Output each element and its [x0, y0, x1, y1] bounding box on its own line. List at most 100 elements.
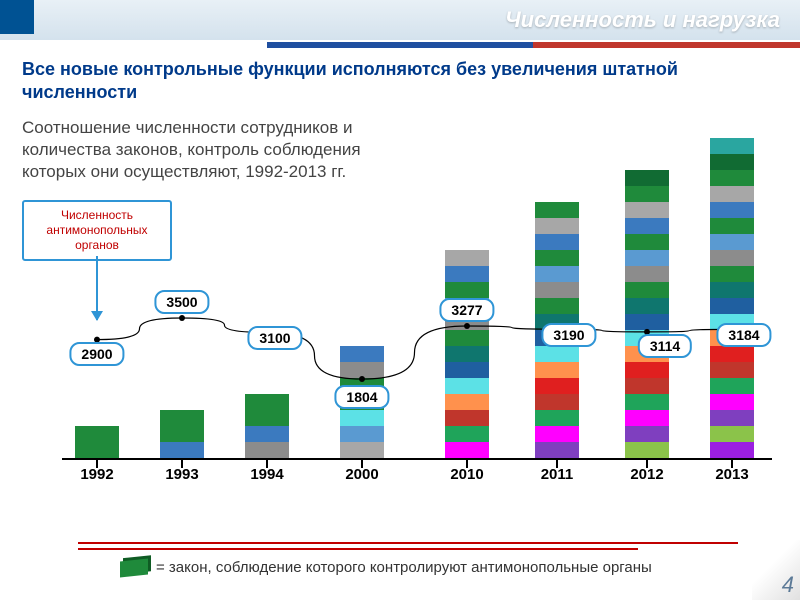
value-bubble-1993: 3500 — [154, 290, 209, 314]
bar-slab — [625, 426, 669, 442]
bar-slab — [445, 426, 489, 442]
bar-slab — [160, 410, 204, 426]
bar-slab — [535, 234, 579, 250]
x-label-2010: 2010 — [435, 466, 499, 483]
value-bubble-2010: 3277 — [439, 298, 494, 322]
bar-slab — [245, 410, 289, 426]
bar-1993 — [160, 410, 204, 458]
bar-slab — [535, 362, 579, 378]
x-label-2011: 2011 — [525, 466, 589, 483]
bar-slab — [625, 282, 669, 298]
bar-slab — [445, 442, 489, 458]
bar-slab — [245, 442, 289, 458]
bar-slab — [625, 234, 669, 250]
bar-slab — [710, 346, 754, 362]
value-bubble-1994: 3100 — [247, 326, 302, 350]
bar-slab — [445, 282, 489, 298]
bar-slab — [535, 282, 579, 298]
plot-area — [62, 80, 772, 460]
bar-slab — [710, 138, 754, 154]
bar-slab — [75, 442, 119, 458]
bar-slab — [710, 218, 754, 234]
bar-slab — [340, 426, 384, 442]
value-bubble-2011: 3190 — [541, 323, 596, 347]
chart: 1992199319942000201020112012201329003500… — [62, 80, 772, 500]
bar-slab — [535, 410, 579, 426]
bar-slab — [535, 202, 579, 218]
bar-slab — [625, 378, 669, 394]
bar-slab — [710, 298, 754, 314]
bar-slab — [445, 266, 489, 282]
bar-slab — [710, 250, 754, 266]
bar-slab — [710, 362, 754, 378]
bar-slab — [160, 442, 204, 458]
legend-footer: = закон, соблюдение которого контролирую… — [120, 559, 652, 576]
bar-slab — [75, 426, 119, 442]
page-title: Численность и нагрузка — [505, 7, 780, 33]
bar-slab — [625, 266, 669, 282]
bar-slab — [710, 378, 754, 394]
bar-slab — [625, 410, 669, 426]
bar-slab — [535, 394, 579, 410]
bar-slab — [245, 426, 289, 442]
value-bubble-2013: 3184 — [716, 323, 771, 347]
bar-slab — [445, 330, 489, 346]
bar-slab — [625, 202, 669, 218]
bar-slab — [625, 394, 669, 410]
bar-1992 — [75, 426, 119, 458]
bar-slab — [625, 442, 669, 458]
bar-slab — [535, 266, 579, 282]
bar-slab — [340, 346, 384, 362]
bar-2013 — [710, 138, 754, 458]
bar-1994 — [245, 394, 289, 458]
bar-slab — [160, 426, 204, 442]
x-label-2013: 2013 — [700, 466, 764, 483]
bar-slab — [710, 442, 754, 458]
x-label-1992: 1992 — [65, 466, 129, 483]
bar-slab — [710, 394, 754, 410]
bar-slab — [625, 218, 669, 234]
bar-slab — [625, 250, 669, 266]
bar-slab — [445, 362, 489, 378]
bar-slab — [535, 378, 579, 394]
bar-slab — [625, 186, 669, 202]
x-label-1993: 1993 — [150, 466, 214, 483]
value-bubble-2012: 3114 — [638, 334, 692, 358]
law-cube-icon — [120, 558, 148, 577]
bar-slab — [340, 410, 384, 426]
bar-slab — [710, 426, 754, 442]
bar-slab — [625, 298, 669, 314]
value-bubble-2000: 1804 — [334, 385, 389, 409]
bar-slab — [625, 314, 669, 330]
bar-slab — [710, 202, 754, 218]
bar-slab — [710, 282, 754, 298]
value-bubble-1992: 2900 — [69, 342, 124, 366]
bar-slab — [340, 442, 384, 458]
x-label-2012: 2012 — [615, 466, 679, 483]
bar-slab — [625, 362, 669, 378]
bar-slab — [535, 426, 579, 442]
bar-slab — [535, 346, 579, 362]
footer-rule — [78, 542, 738, 544]
bar-slab — [535, 250, 579, 266]
bar-2012 — [625, 170, 669, 458]
bar-slab — [625, 170, 669, 186]
bar-slab — [445, 394, 489, 410]
bar-slab — [445, 410, 489, 426]
bar-slab — [710, 154, 754, 170]
bar-slab — [445, 250, 489, 266]
header-logo — [0, 0, 34, 34]
bar-slab — [535, 218, 579, 234]
bar-slab — [710, 170, 754, 186]
bar-slab — [535, 298, 579, 314]
x-label-2000: 2000 — [330, 466, 394, 483]
bar-slab — [710, 186, 754, 202]
legend-footer-text: = закон, соблюдение которого контролирую… — [156, 559, 652, 576]
bar-slab — [445, 378, 489, 394]
bar-slab — [710, 410, 754, 426]
header-band: Численность и нагрузка — [0, 0, 800, 40]
page-number: 4 — [782, 572, 794, 598]
bar-slab — [245, 394, 289, 410]
bar-slab — [710, 234, 754, 250]
bar-slab — [340, 362, 384, 378]
